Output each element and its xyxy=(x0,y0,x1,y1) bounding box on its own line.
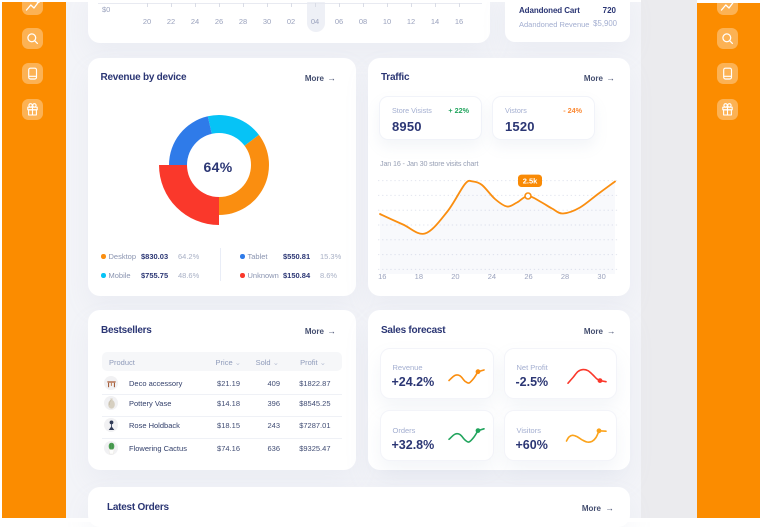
svg-text:2.5k: 2.5k xyxy=(523,177,538,186)
